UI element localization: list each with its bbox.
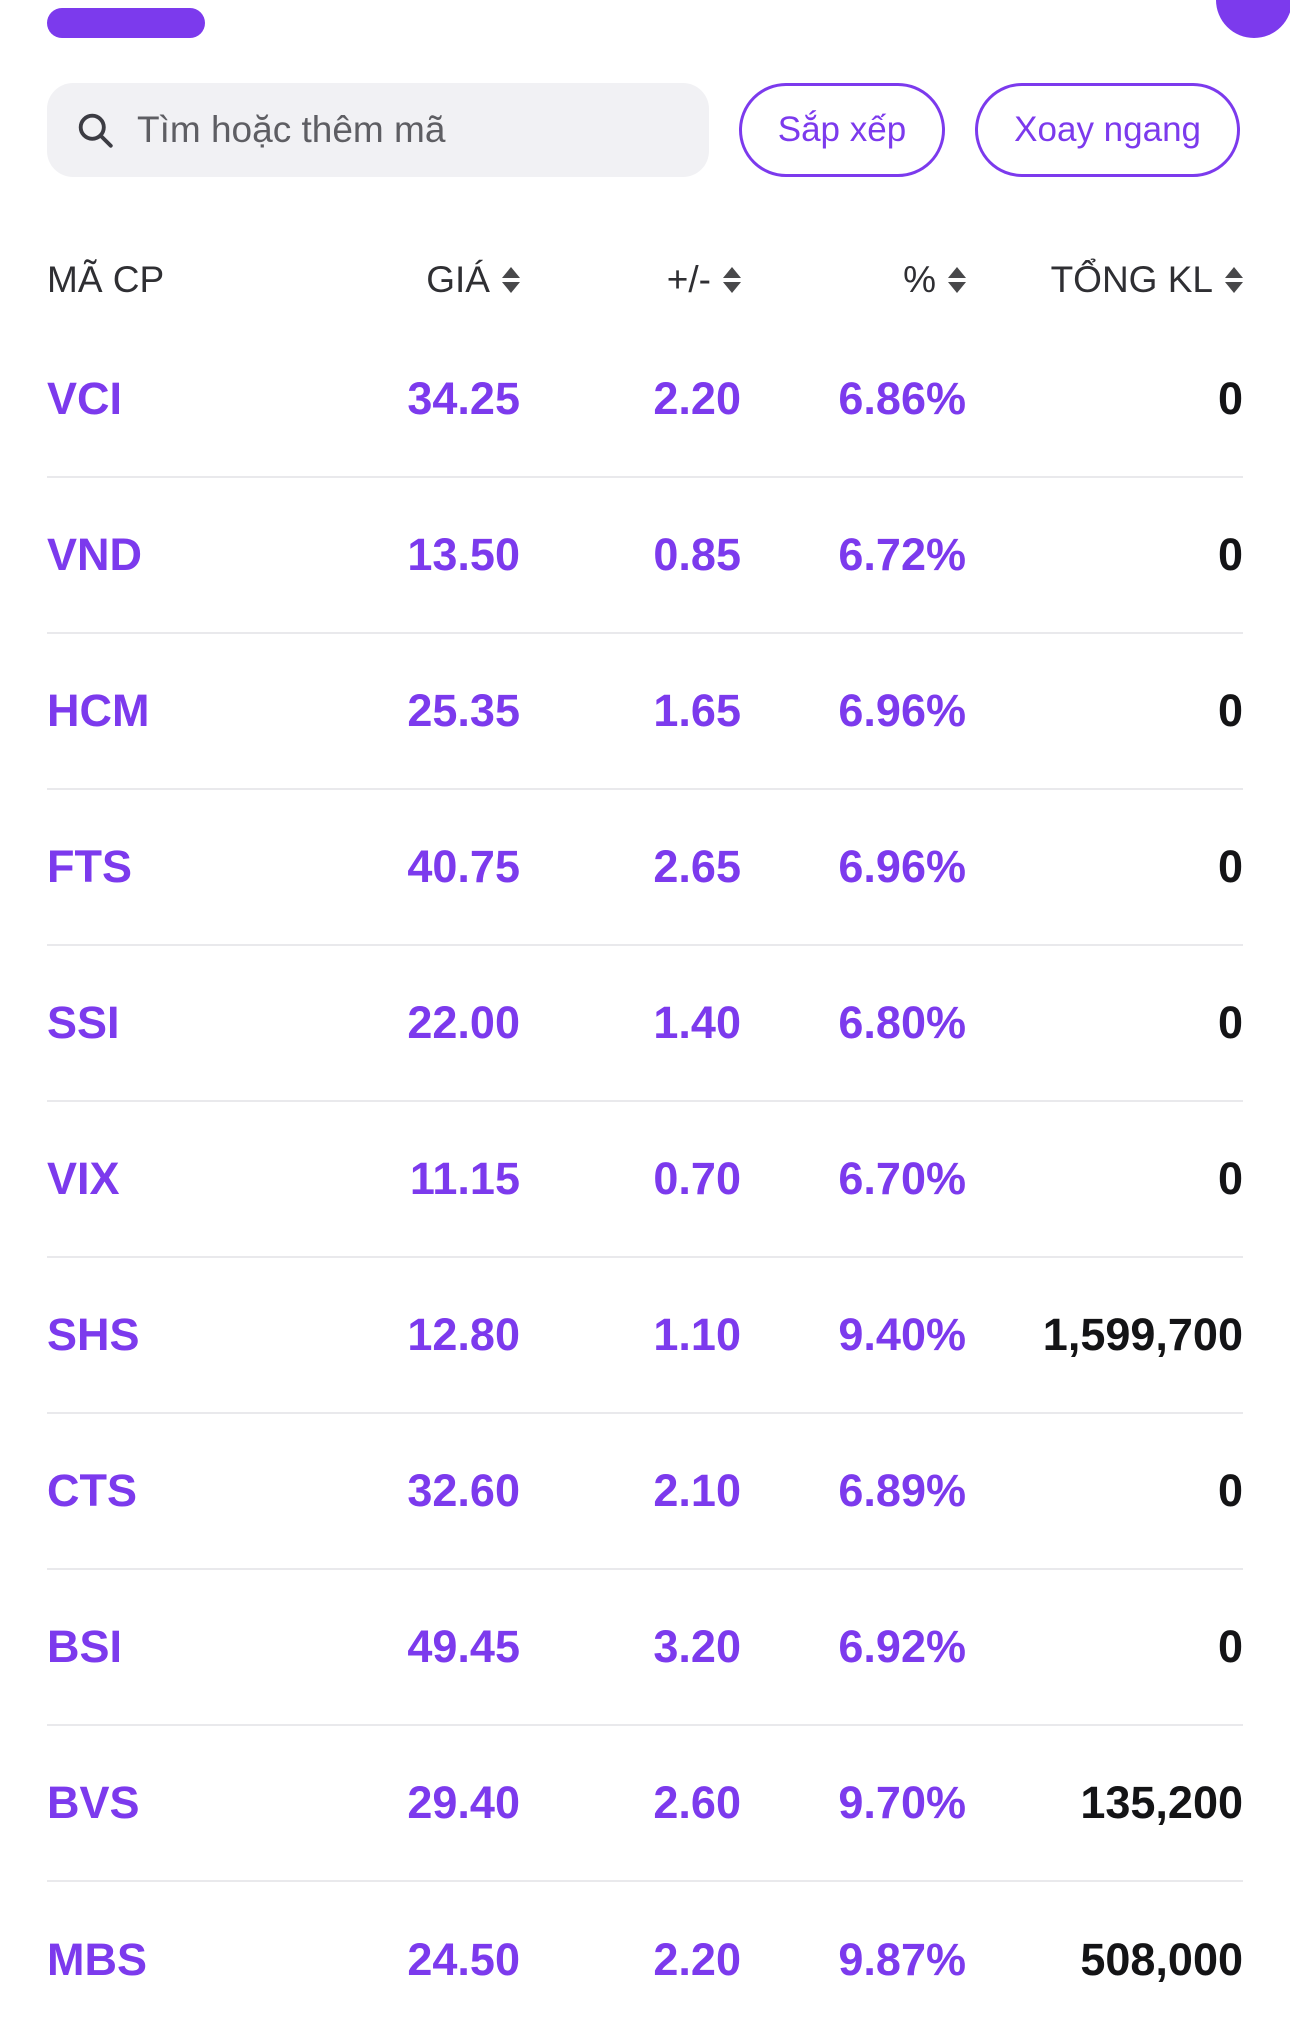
column-label: +/- bbox=[666, 259, 711, 300]
stock-symbol[interactable]: SHS bbox=[47, 1309, 140, 1360]
stock-symbol[interactable]: VIX bbox=[47, 1153, 120, 1204]
table-row[interactable]: CTS 32.60 2.10 6.89% 0 bbox=[47, 1414, 1243, 1570]
column-label: MÃ CP bbox=[47, 259, 165, 300]
stock-price: 29.40 bbox=[407, 1777, 520, 1828]
stock-volume: 0 bbox=[1217, 841, 1243, 892]
column-header-symbol[interactable]: MÃ CP bbox=[47, 259, 307, 301]
table-header: MÃ CP GIÁ +/- % TỔNG KL bbox=[47, 238, 1243, 322]
stock-volume: 508,000 bbox=[1080, 1934, 1243, 1985]
stock-symbol[interactable]: BSI bbox=[47, 1621, 123, 1672]
stock-price: 40.75 bbox=[407, 841, 520, 892]
stock-percent: 6.96% bbox=[838, 841, 966, 892]
stock-change: 2.10 bbox=[653, 1465, 741, 1516]
stock-percent: 6.96% bbox=[838, 685, 966, 736]
stock-volume: 0 bbox=[1217, 1465, 1243, 1516]
stock-percent: 9.70% bbox=[838, 1777, 966, 1828]
sort-arrows-icon bbox=[723, 267, 741, 293]
column-label: GIÁ bbox=[426, 259, 490, 300]
stock-price: 22.00 bbox=[407, 997, 520, 1048]
search-icon bbox=[78, 113, 113, 148]
stock-volume: 0 bbox=[1217, 1153, 1243, 1204]
stock-change: 1.40 bbox=[653, 997, 741, 1048]
stock-change: 2.20 bbox=[653, 373, 741, 424]
column-header-change[interactable]: +/- bbox=[520, 259, 741, 301]
stock-symbol[interactable]: HCM bbox=[47, 685, 150, 736]
sort-arrows-icon bbox=[1225, 267, 1243, 293]
stock-change: 0.70 bbox=[653, 1153, 741, 1204]
column-header-volume[interactable]: TỔNG KL bbox=[966, 259, 1243, 301]
stock-percent: 9.40% bbox=[838, 1309, 966, 1360]
table-row[interactable]: SHS 12.80 1.10 9.40% 1,599,700 bbox=[47, 1258, 1243, 1414]
table-row[interactable]: VIX 11.15 0.70 6.70% 0 bbox=[47, 1102, 1243, 1258]
stock-volume: 0 bbox=[1217, 373, 1243, 424]
table-row[interactable]: HCM 25.35 1.65 6.96% 0 bbox=[47, 634, 1243, 790]
stock-price: 49.45 bbox=[407, 1621, 520, 1672]
table-row[interactable]: VCI 34.25 2.20 6.86% 0 bbox=[47, 322, 1243, 478]
search-box[interactable] bbox=[47, 83, 709, 177]
column-label: % bbox=[903, 259, 936, 300]
stock-percent: 6.86% bbox=[838, 373, 966, 424]
column-label: TỔNG KL bbox=[1050, 259, 1213, 300]
table-row[interactable]: MBS 24.50 2.20 9.87% 508,000 bbox=[47, 1882, 1243, 2037]
toolbar: Sắp xếp Xoay ngang bbox=[47, 83, 1240, 177]
sort-button[interactable]: Sắp xếp bbox=[738, 83, 946, 177]
stock-percent: 6.72% bbox=[838, 529, 966, 580]
stock-volume: 0 bbox=[1217, 1621, 1243, 1672]
stock-change: 1.10 bbox=[653, 1309, 741, 1360]
column-header-percent[interactable]: % bbox=[741, 259, 966, 301]
stock-price: 13.50 bbox=[407, 529, 520, 580]
stock-change: 0.85 bbox=[653, 529, 741, 580]
search-input[interactable] bbox=[137, 109, 683, 151]
top-right-circle-button[interactable] bbox=[1216, 0, 1290, 38]
stock-volume: 0 bbox=[1217, 685, 1243, 736]
table-row[interactable]: SSI 22.00 1.40 6.80% 0 bbox=[47, 946, 1243, 1102]
table-row[interactable]: VND 13.50 0.85 6.72% 0 bbox=[47, 478, 1243, 634]
stock-change: 3.20 bbox=[653, 1621, 741, 1672]
stock-price: 11.15 bbox=[409, 1153, 520, 1204]
stock-price: 24.50 bbox=[407, 1934, 520, 1985]
stock-change: 2.65 bbox=[653, 841, 741, 892]
stock-change: 1.65 bbox=[653, 685, 741, 736]
table-row[interactable]: BSI 49.45 3.20 6.92% 0 bbox=[47, 1570, 1243, 1726]
stock-volume: 0 bbox=[1217, 997, 1243, 1048]
sort-arrows-icon bbox=[502, 267, 520, 293]
stock-symbol[interactable]: FTS bbox=[47, 841, 132, 892]
rotate-landscape-button[interactable]: Xoay ngang bbox=[975, 83, 1240, 177]
stock-price: 34.25 bbox=[407, 373, 520, 424]
stock-price: 25.35 bbox=[407, 685, 520, 736]
top-accent-bar bbox=[47, 8, 205, 38]
stock-percent: 6.70% bbox=[838, 1153, 966, 1204]
stock-change: 2.20 bbox=[653, 1934, 741, 1985]
watchlist-table: MÃ CP GIÁ +/- % TỔNG KL VCI 34.25 2.20 6… bbox=[47, 238, 1243, 2037]
table-row[interactable]: FTS 40.75 2.65 6.96% 0 bbox=[47, 790, 1243, 946]
stock-symbol[interactable]: VND bbox=[47, 529, 143, 580]
stock-symbol[interactable]: MBS bbox=[47, 1934, 147, 1985]
table-row[interactable]: BVS 29.40 2.60 9.70% 135,200 bbox=[47, 1726, 1243, 1882]
stock-volume: 1,599,700 bbox=[1042, 1309, 1243, 1360]
stock-percent: 6.89% bbox=[838, 1465, 966, 1516]
column-header-price[interactable]: GIÁ bbox=[307, 259, 520, 301]
stock-percent: 6.92% bbox=[838, 1621, 966, 1672]
stock-symbol[interactable]: SSI bbox=[47, 997, 120, 1048]
table-body: VCI 34.25 2.20 6.86% 0 VND 13.50 0.85 6.… bbox=[47, 322, 1243, 2037]
stock-price: 12.80 bbox=[407, 1309, 520, 1360]
stock-symbol[interactable]: BVS bbox=[47, 1777, 140, 1828]
stock-change: 2.60 bbox=[653, 1777, 741, 1828]
stock-percent: 6.80% bbox=[838, 997, 966, 1048]
sort-arrows-icon bbox=[948, 267, 966, 293]
stock-volume: 135,200 bbox=[1080, 1777, 1243, 1828]
stock-volume: 0 bbox=[1217, 529, 1243, 580]
stock-symbol[interactable]: VCI bbox=[47, 373, 123, 424]
stock-percent: 9.87% bbox=[838, 1934, 966, 1985]
stock-price: 32.60 bbox=[407, 1465, 520, 1516]
stock-symbol[interactable]: CTS bbox=[47, 1465, 137, 1516]
